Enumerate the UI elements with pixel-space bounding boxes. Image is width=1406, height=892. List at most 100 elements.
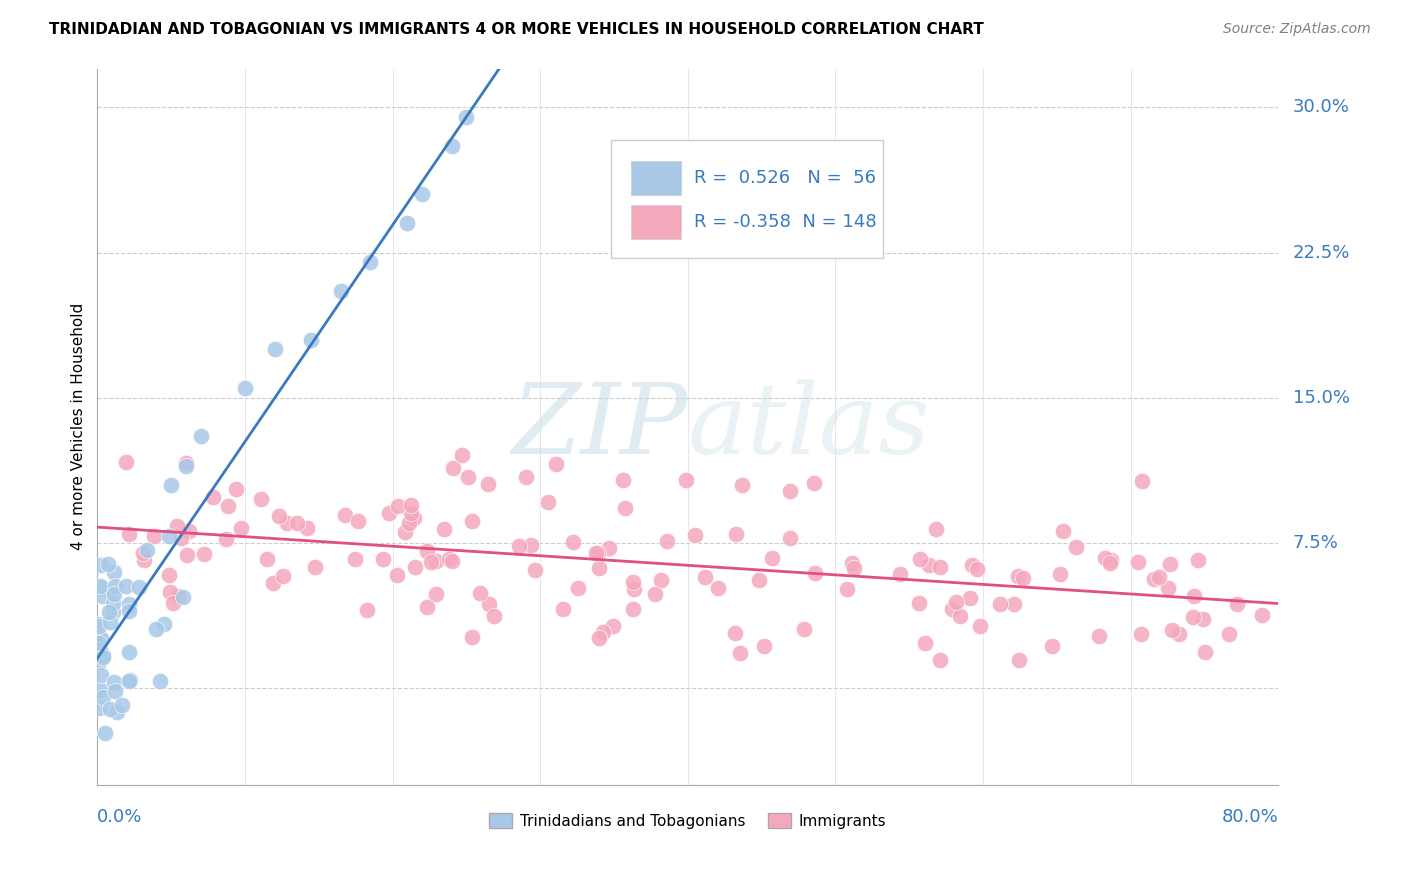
Point (707, 582, 730, 596)
Point (675, 473, 697, 487)
Point (347, 514, 370, 528)
Point (1181, 610, 1204, 624)
Text: R = -0.358  N = 148: R = -0.358 N = 148 (693, 213, 876, 231)
Point (457, 470, 479, 484)
Point (592, 625, 614, 640)
Point (157, 529, 180, 543)
Point (1251, 608, 1274, 623)
Point (371, 552, 394, 566)
Point (1226, 597, 1249, 611)
Point (1007, 569, 1029, 583)
Point (962, 558, 984, 572)
Point (842, 560, 865, 574)
Point (90, 558, 112, 573)
Point (440, 554, 463, 568)
Text: 15.0%: 15.0% (1292, 389, 1350, 407)
Point (118, 604, 141, 618)
Point (553, 602, 575, 616)
Point (941, 601, 963, 615)
Text: R =  0.526   N =  56: R = 0.526 N = 56 (693, 169, 876, 187)
Text: Source: ZipAtlas.com: Source: ZipAtlas.com (1223, 22, 1371, 37)
Text: 7.5%: 7.5% (1292, 534, 1339, 552)
Point (1130, 626, 1153, 640)
Point (398, 516, 420, 530)
Point (276, 516, 298, 531)
Point (87, 617, 110, 632)
Point (966, 562, 988, 576)
Point (1088, 629, 1111, 643)
Point (172, 590, 194, 604)
Point (1012, 571, 1035, 585)
Point (110, 698, 132, 712)
Point (477, 477, 499, 491)
Point (87, 635, 110, 649)
Point (190, 429, 212, 443)
FancyBboxPatch shape (612, 140, 883, 259)
Point (233, 381, 256, 395)
Point (728, 646, 751, 660)
Point (585, 546, 607, 560)
Point (1218, 626, 1240, 640)
Point (621, 602, 644, 616)
Point (91, 589, 114, 603)
Legend: Trinidadians and Tobagonians, Immigrants: Trinidadians and Tobagonians, Immigrants (484, 806, 893, 835)
Point (959, 591, 981, 606)
Point (411, 187, 433, 202)
Point (134, 553, 156, 567)
Point (105, 705, 128, 719)
Point (217, 500, 239, 514)
Point (724, 625, 747, 640)
Point (748, 573, 770, 587)
Point (1142, 572, 1164, 586)
Point (914, 636, 936, 650)
Point (225, 482, 247, 496)
Point (262, 576, 284, 591)
Point (103, 587, 125, 601)
Point (1099, 553, 1122, 567)
Point (1099, 557, 1122, 571)
Text: 22.5%: 22.5% (1292, 244, 1350, 261)
Point (908, 596, 931, 610)
Point (1159, 557, 1181, 571)
Point (693, 570, 716, 584)
Point (752, 639, 775, 653)
Point (598, 541, 620, 555)
Point (333, 508, 356, 522)
Point (101, 596, 124, 610)
Point (231, 521, 253, 535)
Point (89, 580, 111, 594)
Point (115, 579, 138, 593)
Point (588, 561, 610, 575)
Point (89, 682, 111, 697)
Point (91, 581, 114, 595)
Point (644, 587, 666, 601)
Point (176, 548, 198, 562)
Point (132, 546, 155, 560)
Point (1192, 612, 1215, 626)
Point (89, 631, 111, 645)
Point (402, 511, 425, 525)
Point (118, 673, 141, 688)
Point (1008, 653, 1031, 667)
Point (1157, 581, 1180, 595)
Point (377, 506, 399, 520)
Point (118, 526, 141, 541)
Point (149, 674, 172, 689)
Point (425, 587, 447, 601)
Point (271, 569, 294, 583)
Point (404, 559, 426, 574)
Point (87, 656, 110, 670)
Point (468, 586, 491, 600)
Point (793, 622, 815, 636)
Point (929, 653, 952, 667)
Point (142, 529, 165, 543)
Point (91, 648, 114, 663)
Point (399, 498, 422, 512)
Text: 30.0%: 30.0% (1292, 98, 1350, 116)
Point (98, 615, 121, 629)
Point (394, 524, 416, 539)
Point (949, 609, 972, 624)
Point (969, 619, 991, 633)
Point (441, 461, 464, 475)
Point (193, 547, 215, 561)
